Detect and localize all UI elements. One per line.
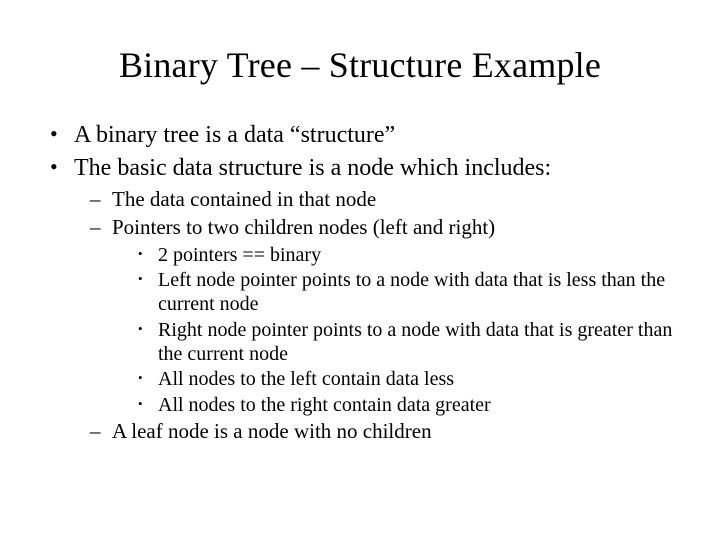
bullet-level1: The basic data structure is a node which… (50, 153, 680, 183)
slide-container: Binary Tree – Structure Example A binary… (0, 0, 720, 540)
bullet-level2: A leaf node is a node with no children (90, 418, 680, 444)
bullet-level2: Pointers to two children nodes (left and… (90, 214, 680, 240)
bullet-level3: All nodes to the left contain data less (136, 367, 680, 391)
bullet-level1: A binary tree is a data “structure” (50, 120, 680, 150)
bullet-level3: Right node pointer points to a node with… (136, 318, 680, 367)
bullet-level3: Left node pointer points to a node with … (136, 268, 680, 317)
bullet-level3: 2 pointers == binary (136, 243, 680, 267)
slide-title: Binary Tree – Structure Example (40, 44, 680, 86)
bullet-level3: All nodes to the right contain data grea… (136, 393, 680, 417)
bullet-level2: The data contained in that node (90, 186, 680, 212)
